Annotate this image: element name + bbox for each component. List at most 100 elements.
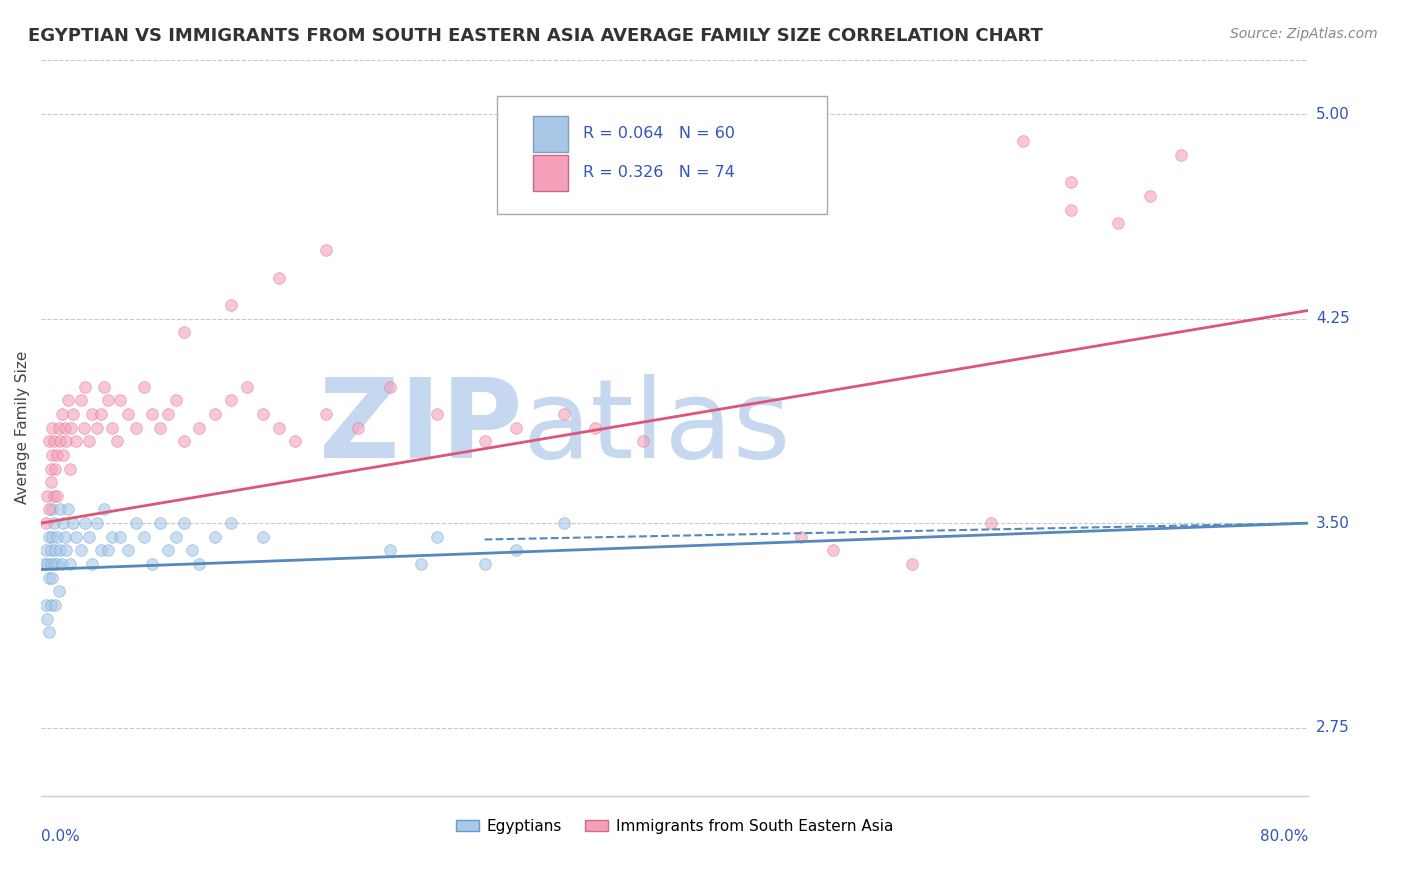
- Point: [165, 393, 187, 408]
- Point: [39, 557, 62, 571]
- Point: [44, 598, 66, 612]
- Point: [53, 420, 76, 434]
- Point: [1012, 135, 1035, 149]
- Point: [42, 434, 65, 449]
- Point: [41, 530, 63, 544]
- Point: [53, 530, 76, 544]
- Point: [1059, 202, 1081, 217]
- Point: [52, 448, 75, 462]
- Point: [1170, 148, 1192, 162]
- Point: [52, 516, 75, 530]
- Point: [49, 543, 72, 558]
- Point: [173, 325, 195, 339]
- Point: [474, 557, 496, 571]
- Point: [59, 557, 82, 571]
- Point: [39, 475, 62, 490]
- Point: [267, 270, 290, 285]
- Point: [125, 516, 148, 530]
- Point: [80, 557, 103, 571]
- Bar: [533, 116, 568, 152]
- Point: [97, 393, 120, 408]
- Point: [188, 557, 211, 571]
- Point: [56, 393, 79, 408]
- Point: [426, 407, 449, 421]
- Y-axis label: Average Family Size: Average Family Size: [15, 351, 30, 504]
- Point: [110, 530, 132, 544]
- Point: [65, 530, 87, 544]
- Point: [69, 393, 91, 408]
- Point: [73, 420, 96, 434]
- Point: [132, 380, 155, 394]
- Point: [188, 420, 211, 434]
- Point: [90, 407, 112, 421]
- Point: [117, 407, 139, 421]
- Text: 4.25: 4.25: [1316, 311, 1350, 326]
- Point: [80, 407, 103, 421]
- Point: [35, 543, 58, 558]
- Point: [51, 407, 73, 421]
- Text: Source: ZipAtlas.com: Source: ZipAtlas.com: [1230, 27, 1378, 41]
- Point: [37, 557, 59, 571]
- Point: [411, 557, 433, 571]
- Point: [48, 420, 70, 434]
- Point: [44, 543, 66, 558]
- Point: [86, 516, 108, 530]
- Point: [90, 543, 112, 558]
- Point: [97, 543, 120, 558]
- Point: [62, 407, 84, 421]
- Point: [37, 611, 59, 625]
- Text: 3.50: 3.50: [1316, 516, 1350, 531]
- Point: [38, 571, 60, 585]
- Point: [55, 543, 77, 558]
- Text: 5.00: 5.00: [1316, 107, 1350, 121]
- Point: [42, 516, 65, 530]
- Point: [39, 598, 62, 612]
- Point: [75, 516, 97, 530]
- Point: [105, 434, 128, 449]
- Point: [631, 434, 654, 449]
- Point: [41, 502, 63, 516]
- Point: [38, 530, 60, 544]
- Point: [1139, 189, 1161, 203]
- Point: [219, 516, 242, 530]
- Point: [75, 380, 97, 394]
- Point: [219, 298, 242, 312]
- Point: [38, 625, 60, 640]
- Point: [49, 434, 72, 449]
- Point: [39, 543, 62, 558]
- Bar: [533, 155, 568, 191]
- Point: [132, 530, 155, 544]
- Point: [46, 489, 69, 503]
- Text: R = 0.326   N = 74: R = 0.326 N = 74: [583, 166, 735, 180]
- Point: [93, 502, 115, 516]
- Point: [41, 448, 63, 462]
- Point: [283, 434, 305, 449]
- Point: [267, 420, 290, 434]
- Point: [901, 557, 924, 571]
- Point: [252, 530, 274, 544]
- Point: [60, 420, 83, 434]
- Point: [315, 407, 337, 421]
- Point: [62, 516, 84, 530]
- Point: [41, 420, 63, 434]
- Point: [38, 502, 60, 516]
- Text: 80.0%: 80.0%: [1260, 829, 1308, 844]
- Point: [46, 448, 69, 462]
- Point: [101, 530, 124, 544]
- Point: [42, 557, 65, 571]
- Point: [1059, 175, 1081, 189]
- Point: [156, 407, 179, 421]
- Point: [77, 530, 100, 544]
- Point: [821, 543, 844, 558]
- Point: [51, 557, 73, 571]
- Point: [141, 407, 163, 421]
- Point: [35, 598, 58, 612]
- Point: [77, 434, 100, 449]
- Point: [378, 380, 401, 394]
- FancyBboxPatch shape: [498, 96, 827, 214]
- Text: atlas: atlas: [523, 375, 792, 481]
- Point: [93, 380, 115, 394]
- Point: [69, 543, 91, 558]
- Point: [37, 489, 59, 503]
- Point: [149, 420, 172, 434]
